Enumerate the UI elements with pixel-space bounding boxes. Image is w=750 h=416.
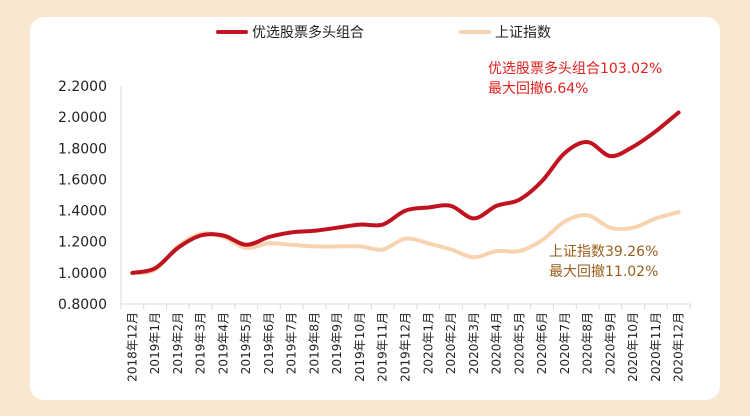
x-tick-label: 2020年8月: [581, 312, 595, 374]
legend-label-1: 上证指数: [495, 25, 551, 41]
y-tick-label: 1.0000: [58, 266, 107, 282]
x-tick-label: 2020年6月: [535, 312, 549, 374]
x-tick-label: 2020年1月: [421, 312, 435, 374]
x-tick-label: 2019年2月: [171, 312, 185, 374]
x-tick-label: 2019年3月: [194, 312, 208, 374]
x-tick-label: 2020年5月: [512, 312, 526, 374]
x-tick-label: 2019年9月: [330, 312, 344, 374]
x-tick-label: 2018年12月: [125, 312, 139, 382]
x-tick-label: 2019年8月: [307, 312, 321, 374]
x-tick-label: 2019年11月: [376, 312, 390, 382]
y-tick-label: 0.8000: [58, 297, 107, 313]
y-tick-label: 2.2000: [58, 79, 107, 95]
x-tick-label: 2020年9月: [603, 312, 617, 374]
y-tick-label: 1.8000: [58, 141, 107, 157]
annotation-0-line: 最大回撤6.64%: [488, 81, 588, 97]
y-tick-label: 2.0000: [58, 110, 107, 126]
x-tick-label: 2019年7月: [285, 312, 299, 374]
annotation-1-line: 最大回撤11.02%: [549, 264, 658, 280]
annotation-1-line: 上证指数39.26%: [549, 244, 658, 260]
x-tick-label: 2020年11月: [649, 312, 663, 382]
x-tick-label: 2019年10月: [353, 312, 367, 382]
x-tick-label: 2020年7月: [558, 312, 572, 374]
x-tick-label: 2019年1月: [148, 312, 162, 374]
y-tick-label: 1.6000: [58, 172, 107, 188]
x-tick-label: 2019年5月: [239, 312, 253, 374]
x-tick-label: 2020年12月: [672, 312, 686, 382]
x-tick-label: 2019年4月: [216, 312, 230, 374]
annotation-0-line: 优选股票多头组合103.02%: [488, 60, 662, 77]
x-tick-label: 2020年10月: [626, 312, 640, 382]
legend-label-0: 优选股票多头组合: [252, 24, 364, 41]
chart-panel: [30, 17, 720, 400]
y-tick-label: 1.4000: [58, 204, 107, 220]
y-tick-label: 1.2000: [58, 235, 107, 251]
x-tick-label: 2020年4月: [490, 312, 504, 374]
x-tick-label: 2019年6月: [262, 312, 276, 374]
x-tick-label: 2020年3月: [467, 312, 481, 374]
x-tick-label: 2020年2月: [444, 312, 458, 374]
series-line-0: [130, 110, 681, 275]
x-tick-label: 2019年12月: [399, 312, 413, 382]
